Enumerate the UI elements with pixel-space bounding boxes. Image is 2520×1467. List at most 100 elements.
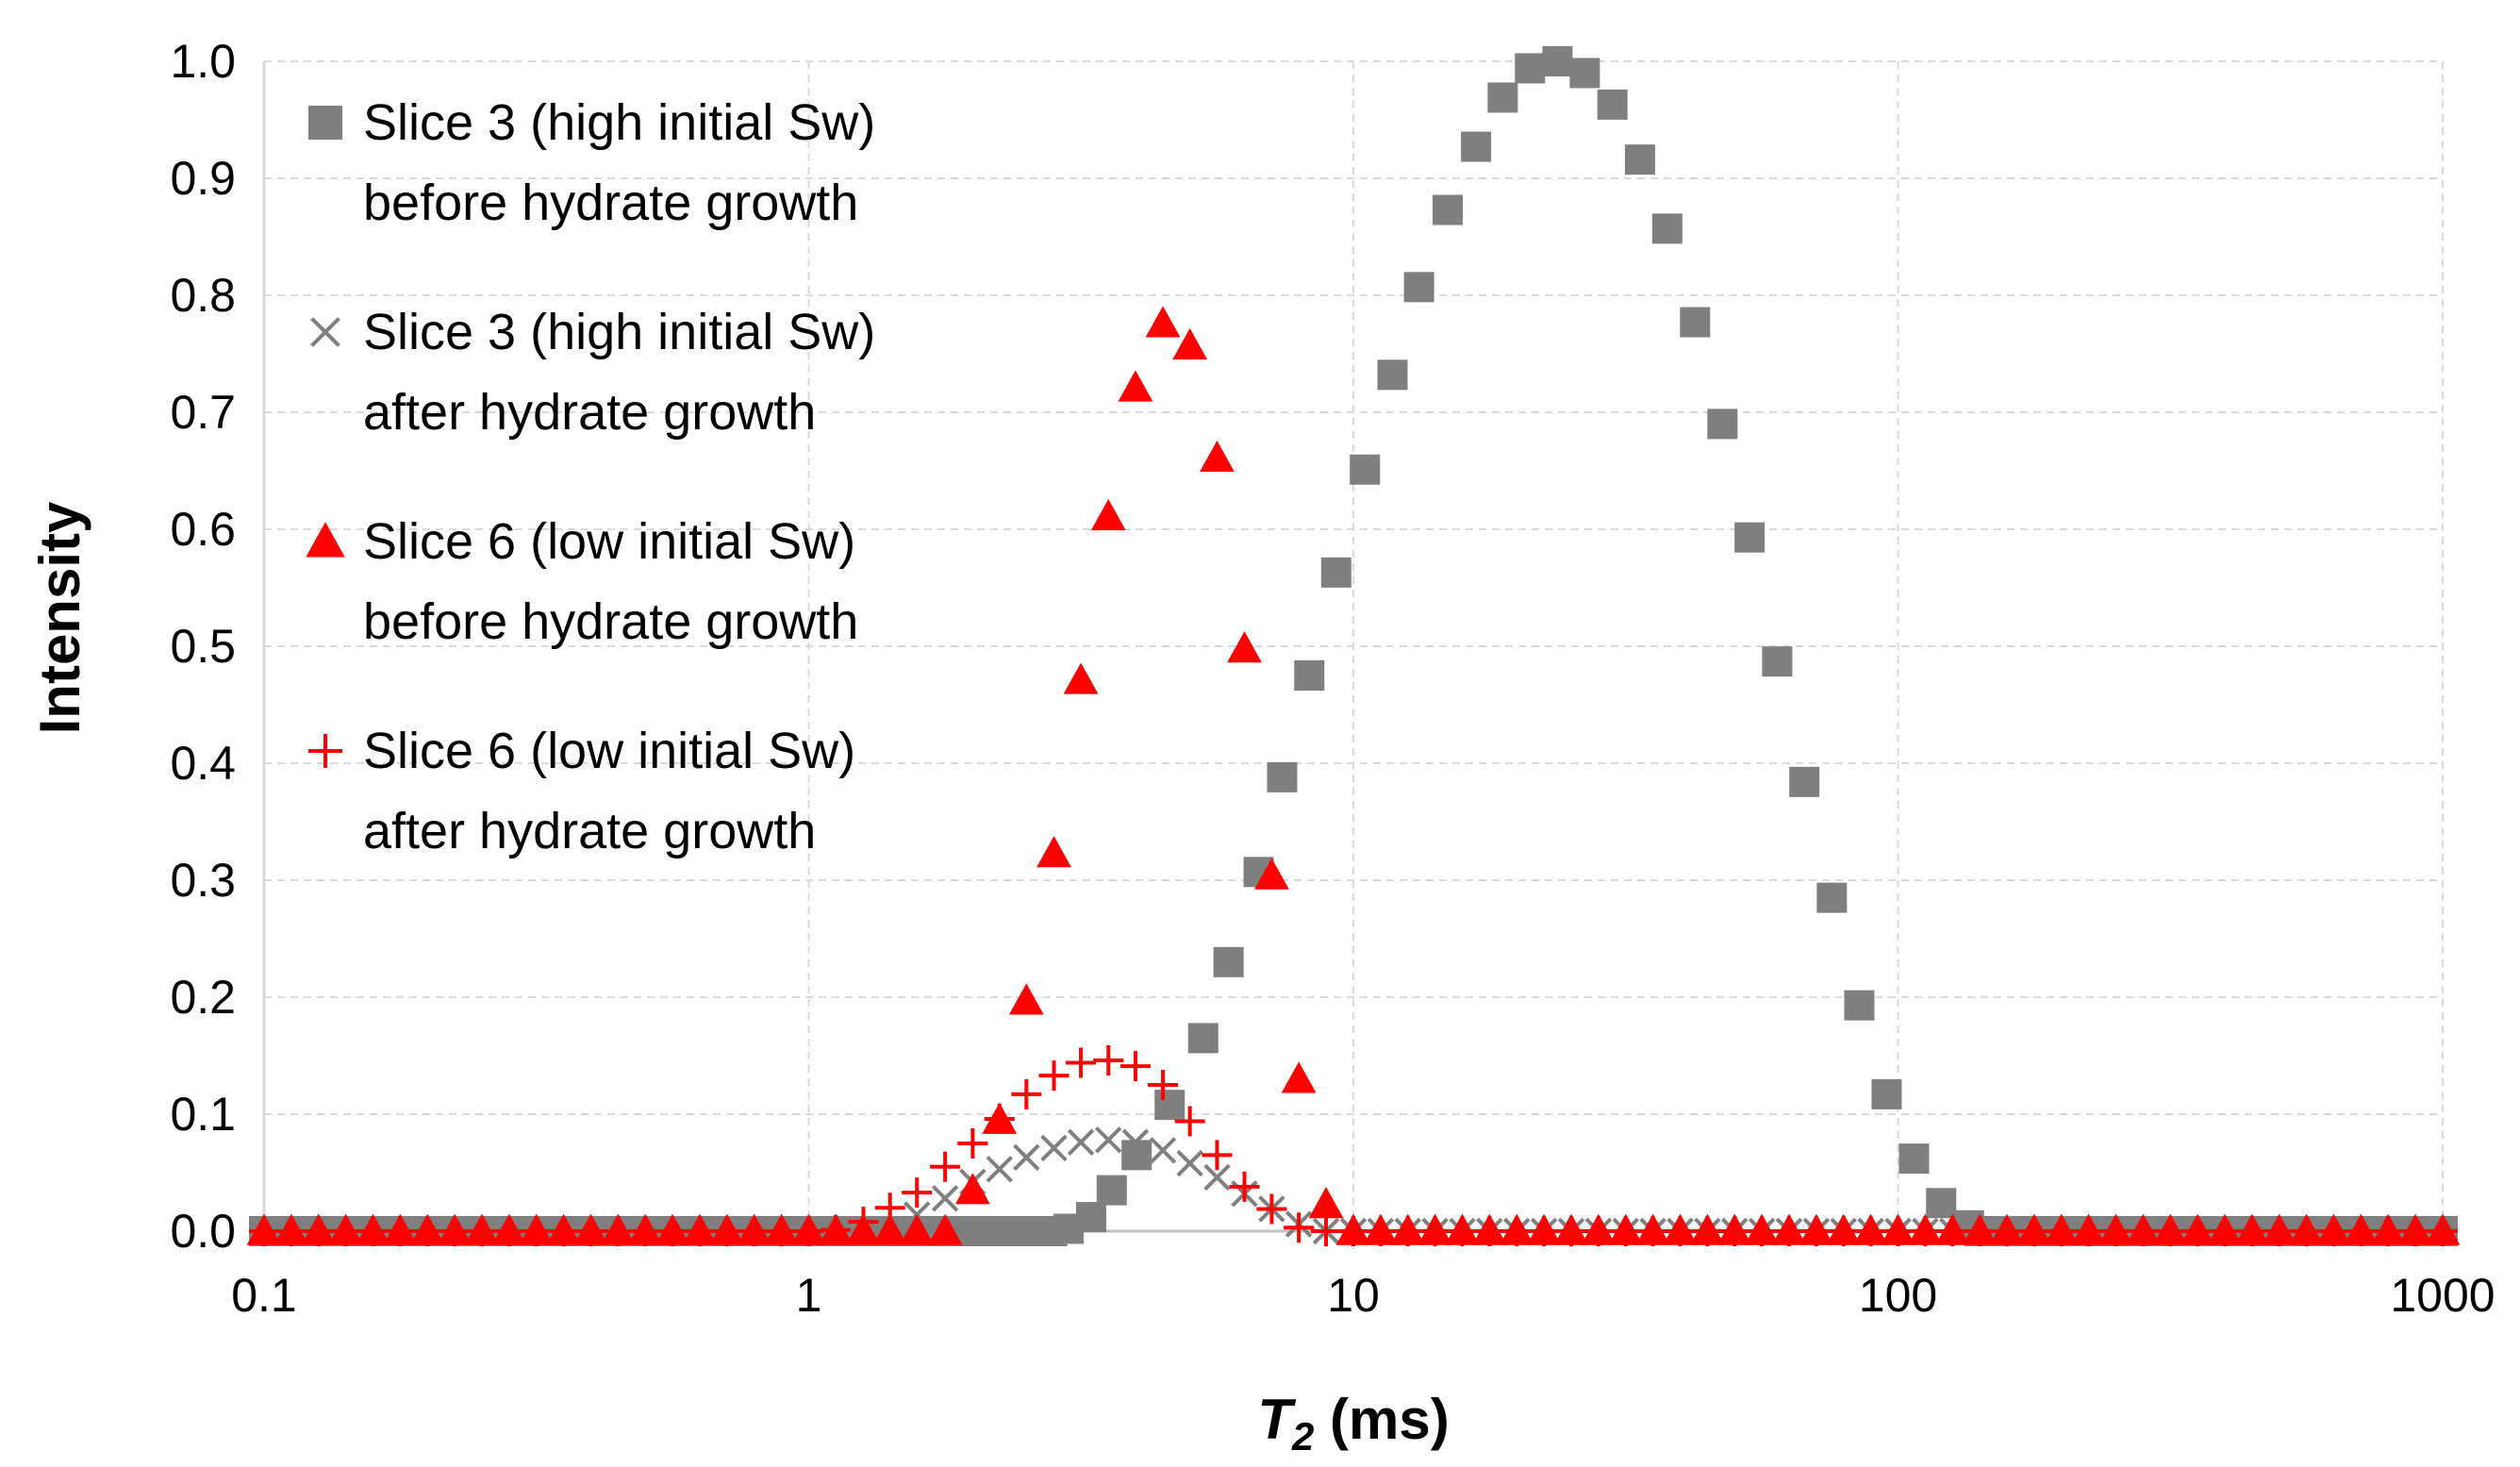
series-triangle (246, 306, 2461, 1245)
data-point-plus (412, 1216, 443, 1246)
data-point-plus (548, 1216, 579, 1246)
y-tick-label: 0.6 (170, 503, 236, 556)
legend-entry: Slice 3 (high initial Sw) after hydrate g… (310, 304, 875, 441)
data-point-plus (2128, 1216, 2159, 1246)
legend-label-line2: before hydrate growth (363, 593, 858, 650)
data-point-square (1789, 766, 1820, 797)
data-point-triangle (899, 1213, 935, 1245)
y-tick-label: 0.2 (170, 971, 236, 1024)
data-point-square (1515, 53, 1546, 84)
data-point-plus (984, 1103, 1015, 1134)
data-point-plus (1774, 1216, 1804, 1246)
x-axis-title-unit: (ms) (1314, 1388, 1449, 1451)
data-point-plus (2018, 1216, 2049, 1246)
data-point-x (986, 1156, 1013, 1183)
data-point-square (1898, 1143, 1930, 1175)
data-point-plus (249, 1216, 279, 1246)
y-tick-label: 0.3 (170, 854, 236, 907)
data-point-plus (1965, 1216, 1996, 1246)
legend-label-line2: after hydrate growth (363, 803, 816, 859)
data-point-x (1203, 1163, 1231, 1192)
data-point-plus (1855, 1216, 1886, 1246)
data-point-triangle (1090, 498, 1126, 531)
data-point-square (1597, 89, 1628, 120)
grid-lines (264, 60, 2444, 1231)
data-marks (246, 46, 2461, 1246)
data-point-x (1176, 1149, 1203, 1177)
data-point-x (1067, 1128, 1095, 1156)
data-point-square (1651, 213, 1683, 244)
y-axis-title: Intensity (28, 501, 91, 734)
data-point-square (1075, 1202, 1106, 1233)
data-point-square (1267, 761, 1298, 792)
data-point-square (1542, 46, 1573, 76)
data-point-plus (1692, 1216, 1723, 1246)
data-point-plus (1501, 1216, 1533, 1246)
data-point-plus (2100, 1216, 2131, 1246)
data-point-plus (1256, 1193, 1287, 1225)
data-point-plus (685, 1216, 715, 1246)
data-point-triangle (1200, 440, 1235, 473)
data-point-plus (2263, 1216, 2295, 1246)
x-tick-label: 0.1 (231, 1269, 297, 1322)
data-point-square (1403, 272, 1434, 303)
data-point-x (1040, 1134, 1068, 1162)
x-tick-label: 10 (1327, 1269, 1380, 1322)
legend-label-line1: Slice 3 (high initial Sw) (363, 304, 875, 360)
tick-labels: 0.0 0.1 0.2 0.3 0.4 0.5 0.6 0.7 0.8 0.9 1.0 0.1 1 10 1… (170, 35, 2495, 1322)
data-point-plus (874, 1192, 905, 1224)
data-point-plus (1365, 1216, 1396, 1246)
data-point-plus (1202, 1140, 1233, 1171)
data-point-plus (603, 1216, 634, 1246)
y-tick-label: 0.4 (170, 737, 236, 790)
data-point-plus (2291, 1216, 2322, 1246)
data-point-plus (820, 1214, 851, 1245)
y-tick-label: 0.1 (170, 1088, 236, 1141)
data-point-square (1680, 307, 1711, 338)
data-point-plus (1174, 1106, 1205, 1137)
data-point-triangle (1036, 836, 1071, 868)
data-point-square (1844, 990, 1875, 1021)
legend-entry: Slice 3 (high initial Sw) before hydrate … (308, 94, 875, 231)
data-point-plus (521, 1216, 552, 1246)
data-point-plus (467, 1216, 497, 1246)
data-point-plus (793, 1216, 824, 1246)
y-tick-label: 0.7 (170, 386, 236, 439)
data-point-square (1096, 1175, 1127, 1206)
data-point-triangle (872, 1213, 908, 1245)
series-plus (249, 1044, 2458, 1246)
data-point-triangle (1063, 662, 1099, 694)
x-axis-title: T2 (ms) (1257, 1388, 1449, 1459)
data-point-square (1734, 522, 1766, 553)
data-point-square (1487, 82, 1518, 113)
data-point-square (1624, 144, 1655, 175)
data-point-square (1377, 359, 1408, 391)
data-point-plus (1474, 1216, 1505, 1246)
data-point-plus (1610, 1216, 1641, 1246)
data-point-square (1926, 1188, 1957, 1219)
legend-label-line2: before hydrate growth (363, 175, 858, 231)
data-point-plus (2400, 1216, 2431, 1246)
data-point-plus (1119, 1051, 1151, 1082)
legend-marker-plus (308, 734, 342, 768)
data-point-plus (1828, 1216, 1859, 1246)
data-point-plus (1665, 1216, 1696, 1246)
data-point-square (1154, 1090, 1185, 1121)
y-tick-label: 0.8 (170, 269, 236, 322)
legend-label-line1: Slice 3 (high initial Sw) (363, 94, 875, 151)
data-point-plus (1093, 1044, 1124, 1075)
data-point-plus (1556, 1216, 1586, 1246)
data-point-plus (303, 1216, 334, 1246)
data-point-square (1294, 660, 1325, 691)
data-point-plus (575, 1216, 606, 1246)
legend-label-line1: Slice 6 (low initial Sw) (363, 513, 855, 570)
data-point-plus (711, 1216, 742, 1246)
data-point-plus (1066, 1047, 1097, 1078)
data-point-plus (630, 1216, 661, 1246)
data-point-plus (1148, 1070, 1179, 1100)
data-point-square (1433, 194, 1464, 225)
data-point-plus (275, 1216, 307, 1246)
data-point-plus (439, 1216, 471, 1246)
y-tick-label: 0.0 (170, 1205, 236, 1258)
data-point-square (1816, 882, 1848, 913)
